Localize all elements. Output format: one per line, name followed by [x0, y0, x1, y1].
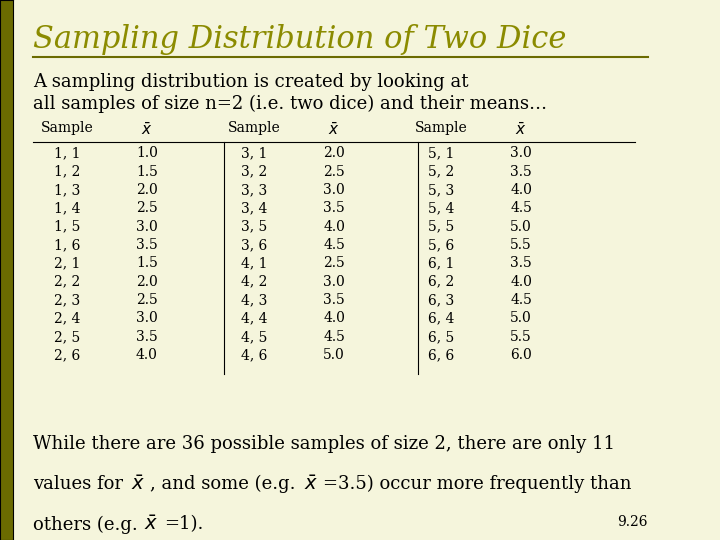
Text: 2, 4: 2, 4 — [53, 312, 80, 326]
Text: 2.5: 2.5 — [323, 165, 345, 179]
Text: 4.0: 4.0 — [136, 348, 158, 362]
Text: 3.0: 3.0 — [136, 312, 158, 326]
Text: 1, 3: 1, 3 — [53, 183, 80, 197]
Text: 2.0: 2.0 — [136, 183, 158, 197]
Text: 3, 6: 3, 6 — [240, 238, 267, 252]
Text: 4.5: 4.5 — [323, 330, 345, 344]
Text: 1, 1: 1, 1 — [53, 146, 80, 160]
Text: 5, 4: 5, 4 — [428, 201, 454, 215]
Text: =3.5) occur more frequently than: =3.5) occur more frequently than — [323, 475, 631, 493]
Text: 2.5: 2.5 — [136, 293, 158, 307]
Text: 4, 6: 4, 6 — [240, 348, 267, 362]
Text: 3.0: 3.0 — [136, 220, 158, 234]
Text: 1.5: 1.5 — [136, 165, 158, 179]
Text: 1.0: 1.0 — [136, 146, 158, 160]
Text: 3.5: 3.5 — [323, 293, 345, 307]
Text: 2.0: 2.0 — [323, 146, 345, 160]
Text: $\bar{x}$: $\bar{x}$ — [141, 122, 153, 138]
Text: A sampling distribution is created by looking at: A sampling distribution is created by lo… — [33, 73, 469, 91]
Text: 3, 2: 3, 2 — [240, 165, 267, 179]
Text: 4, 4: 4, 4 — [240, 312, 267, 326]
Text: $\bar{x}$: $\bar{x}$ — [144, 516, 158, 535]
Text: 3.5: 3.5 — [136, 238, 158, 252]
Text: 6, 4: 6, 4 — [428, 312, 454, 326]
Text: 1, 5: 1, 5 — [53, 220, 80, 234]
Text: Sample: Sample — [228, 122, 280, 136]
Text: 5.5: 5.5 — [510, 238, 532, 252]
Text: 5, 1: 5, 1 — [428, 146, 454, 160]
Text: Sample: Sample — [40, 122, 93, 136]
Text: 6, 2: 6, 2 — [428, 275, 454, 289]
Text: 9.26: 9.26 — [618, 515, 648, 529]
Text: 6.0: 6.0 — [510, 348, 532, 362]
Text: Sampling Distribution of Two Dice: Sampling Distribution of Two Dice — [33, 24, 567, 55]
Text: 2, 2: 2, 2 — [54, 275, 80, 289]
Text: 3, 5: 3, 5 — [240, 220, 267, 234]
Text: 4.0: 4.0 — [510, 183, 532, 197]
Text: 4, 1: 4, 1 — [240, 256, 267, 271]
Text: 4.0: 4.0 — [323, 220, 345, 234]
Text: 2.5: 2.5 — [136, 201, 158, 215]
Text: 4.5: 4.5 — [323, 238, 345, 252]
Text: 3, 1: 3, 1 — [240, 146, 267, 160]
Text: 6, 1: 6, 1 — [428, 256, 454, 271]
Text: 2, 5: 2, 5 — [54, 330, 80, 344]
Text: 3.0: 3.0 — [323, 275, 345, 289]
Text: 3.5: 3.5 — [510, 256, 532, 271]
Text: 3.0: 3.0 — [510, 146, 532, 160]
Text: While there are 36 possible samples of size 2, there are only 11: While there are 36 possible samples of s… — [33, 435, 616, 453]
Text: 2.0: 2.0 — [136, 275, 158, 289]
Text: 4.0: 4.0 — [323, 312, 345, 326]
Text: 2, 3: 2, 3 — [54, 293, 80, 307]
Text: =1).: =1). — [163, 516, 203, 534]
Text: 3, 3: 3, 3 — [240, 183, 267, 197]
Text: $\bar{x}$: $\bar{x}$ — [304, 475, 318, 494]
Text: others (e.g.: others (e.g. — [33, 516, 138, 534]
Text: 3.5: 3.5 — [323, 201, 345, 215]
Text: 4, 5: 4, 5 — [240, 330, 267, 344]
Text: 4.5: 4.5 — [510, 293, 532, 307]
Text: 5, 5: 5, 5 — [428, 220, 454, 234]
Text: 1, 6: 1, 6 — [53, 238, 80, 252]
Text: , and some (e.g.: , and some (e.g. — [150, 475, 296, 493]
Text: 4.0: 4.0 — [510, 275, 532, 289]
Text: 3, 4: 3, 4 — [240, 201, 267, 215]
Text: 2, 6: 2, 6 — [54, 348, 80, 362]
Text: 5.0: 5.0 — [323, 348, 345, 362]
Text: 3.0: 3.0 — [323, 183, 345, 197]
Text: 5.5: 5.5 — [510, 330, 532, 344]
Text: $\bar{x}$: $\bar{x}$ — [131, 475, 145, 494]
Text: $\bar{x}$: $\bar{x}$ — [328, 122, 340, 138]
Text: 2.5: 2.5 — [323, 256, 345, 271]
Text: all samples of size n=2 (i.e. two dice) and their means…: all samples of size n=2 (i.e. two dice) … — [33, 94, 547, 113]
Text: 6, 5: 6, 5 — [428, 330, 454, 344]
Text: 4, 2: 4, 2 — [240, 275, 267, 289]
Text: values for: values for — [33, 475, 123, 493]
Text: 5.0: 5.0 — [510, 312, 532, 326]
Text: 6, 6: 6, 6 — [428, 348, 454, 362]
Text: 1, 2: 1, 2 — [53, 165, 80, 179]
Text: 1.5: 1.5 — [136, 256, 158, 271]
Text: 5, 3: 5, 3 — [428, 183, 454, 197]
Text: $\bar{x}$: $\bar{x}$ — [516, 122, 527, 138]
Text: 5.0: 5.0 — [510, 220, 532, 234]
Text: 5, 6: 5, 6 — [428, 238, 454, 252]
Text: 3.5: 3.5 — [510, 165, 532, 179]
Text: 4.5: 4.5 — [510, 201, 532, 215]
Text: Sample: Sample — [415, 122, 467, 136]
Text: 3.5: 3.5 — [136, 330, 158, 344]
Text: 4, 3: 4, 3 — [240, 293, 267, 307]
Text: 5, 2: 5, 2 — [428, 165, 454, 179]
Text: 1, 4: 1, 4 — [53, 201, 80, 215]
Text: 6, 3: 6, 3 — [428, 293, 454, 307]
Text: 2, 1: 2, 1 — [53, 256, 80, 271]
